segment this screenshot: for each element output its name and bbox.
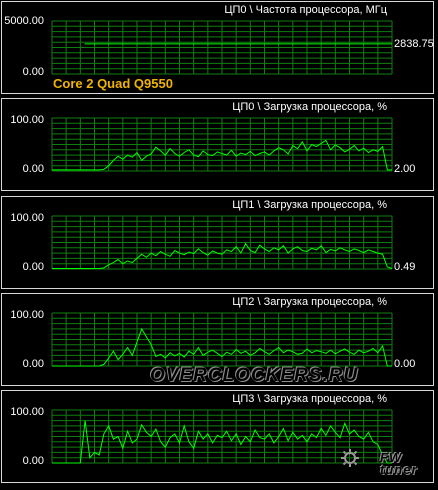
y-axis-min: 0.00 (22, 66, 44, 78)
y-axis-max: 100.00 (10, 114, 44, 126)
y-axis-max: 5000.00 (4, 15, 44, 27)
plot-grid (51, 117, 393, 172)
cpu0-frequency-graph (51, 20, 393, 75)
cpu0-frequency-panel: ЦП0 \ Частота процессора, МГц 5000.00 0.… (1, 1, 434, 94)
cpu1-load-panel: ЦП1 \ Загрузка процессора, % 100.00 0.00… (1, 196, 434, 289)
panel-title: ЦП1 \ Загрузка процессора, % (232, 199, 387, 211)
y-axis-min: 0.00 (22, 163, 44, 175)
current-value: 2.00 (394, 163, 416, 175)
current-value: 0.00 (394, 358, 416, 370)
plot-grid (51, 215, 393, 270)
fwtuner-watermark-logo: FW tuner (380, 450, 418, 477)
current-value: 2838.75 (394, 38, 434, 50)
plot-grid (51, 312, 393, 367)
cpu0-load-graph (51, 117, 393, 172)
series-line (52, 139, 392, 171)
cpu1-load-graph (51, 215, 393, 270)
panel-title: ЦП3 \ Загрузка процессора, % (232, 393, 387, 405)
panel-title: ЦП0 \ Загрузка процессора, % (232, 101, 387, 113)
cpu-model-label: Core 2 Quad Q9550 (53, 76, 173, 91)
cpu2-load-panel: ЦП2 \ Загрузка процессора, % 100.00 0.00… (1, 293, 434, 386)
cpu3-load-panel: ЦП3 \ Загрузка процессора, % 100.00 0.00 (1, 390, 434, 483)
y-axis-max: 100.00 (10, 406, 44, 418)
gear-icon (341, 449, 359, 467)
series-line (52, 242, 393, 269)
y-axis-max: 100.00 (10, 309, 44, 321)
cpu3-load-graph (51, 409, 393, 464)
panel-title: ЦП0 \ Частота процессора, МГц (224, 4, 387, 16)
cpu0-load-panel: ЦП0 \ Загрузка процессора, % 100.00 0.00… (1, 98, 434, 191)
y-axis-min: 0.00 (22, 358, 44, 370)
plot-grid (51, 20, 393, 75)
y-axis-max: 100.00 (10, 212, 44, 224)
current-value: 0.49 (394, 261, 416, 273)
panel-title: ЦП2 \ Загрузка процессора, % (232, 296, 387, 308)
series-line (52, 327, 392, 367)
y-axis-min: 0.00 (22, 261, 44, 273)
overclockers-watermark-logo: OVERCLOCKERS.RU (150, 365, 359, 386)
cpu2-load-graph (51, 312, 393, 367)
y-axis-min: 0.00 (22, 455, 44, 467)
series-line (52, 420, 392, 464)
